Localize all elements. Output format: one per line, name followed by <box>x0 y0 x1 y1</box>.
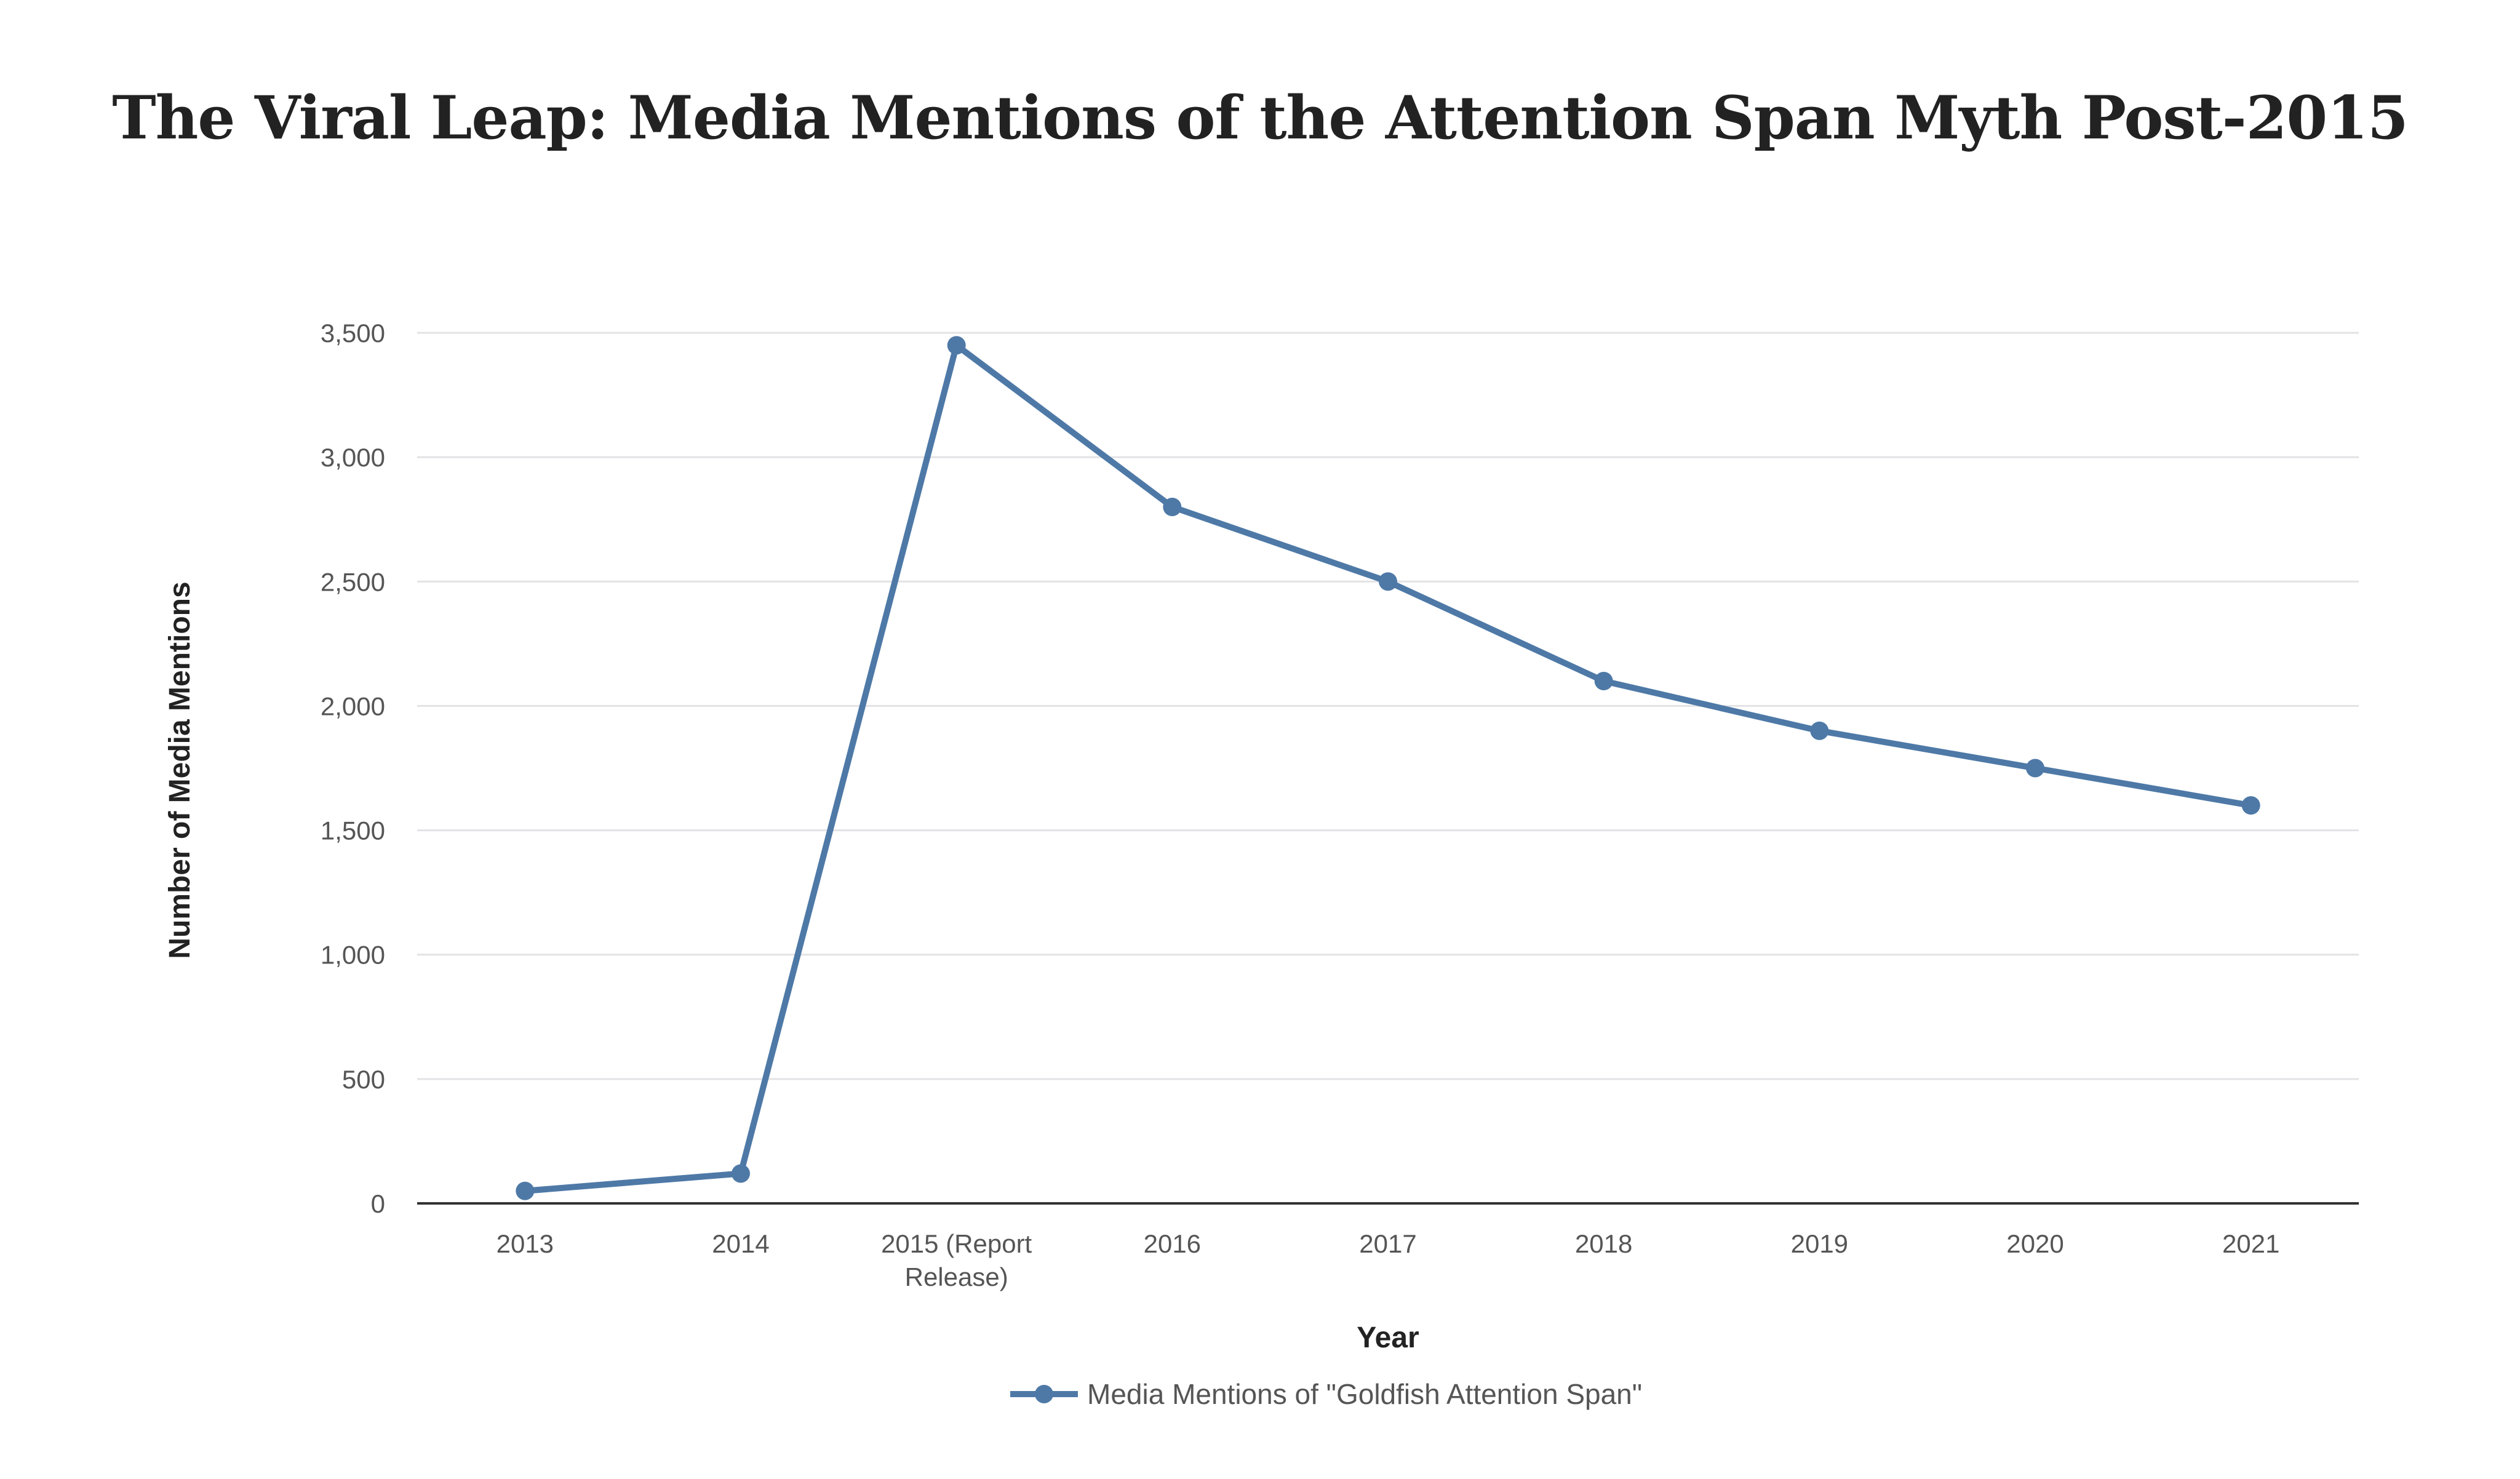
chart-title: The Viral Leap: Media Mentions of the At… <box>112 83 2409 153</box>
legend-marker <box>1035 1385 1053 1403</box>
data-point <box>947 336 966 355</box>
x-tick-label: 2014 <box>712 1229 769 1258</box>
data-point <box>2026 759 2044 778</box>
x-tick-label: 2015 (Report <box>881 1229 1032 1258</box>
data-point <box>1810 721 1829 740</box>
y-tick-label: 2,000 <box>321 692 385 720</box>
x-axis-title: Year <box>1357 1322 1419 1354</box>
y-axis-title: Number of Media Mentions <box>164 581 196 959</box>
y-tick-label: 1,500 <box>321 816 385 845</box>
data-point <box>732 1164 750 1183</box>
y-tick-label: 2,500 <box>321 567 385 596</box>
y-tick-label: 0 <box>371 1189 385 1218</box>
x-tick-label: Release) <box>905 1262 1008 1291</box>
data-point <box>1594 672 1613 690</box>
legend-label: Media Mentions of "Goldfish Attention Sp… <box>1087 1378 1642 1410</box>
x-tick-label: 2018 <box>1575 1229 1632 1258</box>
y-tick-label: 1,000 <box>321 941 385 970</box>
x-tick-label: 2016 <box>1144 1229 1201 1258</box>
y-tick-label: 500 <box>342 1065 385 1094</box>
series-line <box>524 342 2252 1194</box>
data-point <box>2241 796 2260 815</box>
y-tick-label: 3,500 <box>321 319 385 348</box>
x-tick-label: 2019 <box>1791 1229 1848 1258</box>
x-tick-label: 2013 <box>496 1229 554 1258</box>
x-tick-label: 2020 <box>2006 1229 2063 1258</box>
data-point <box>1379 572 1397 591</box>
y-tick-label: 3,000 <box>321 443 385 472</box>
x-tick-label: 2017 <box>1359 1229 1416 1258</box>
data-point <box>516 1181 535 1200</box>
data-point <box>1163 498 1182 516</box>
x-tick-label: 2021 <box>2222 1229 2279 1258</box>
